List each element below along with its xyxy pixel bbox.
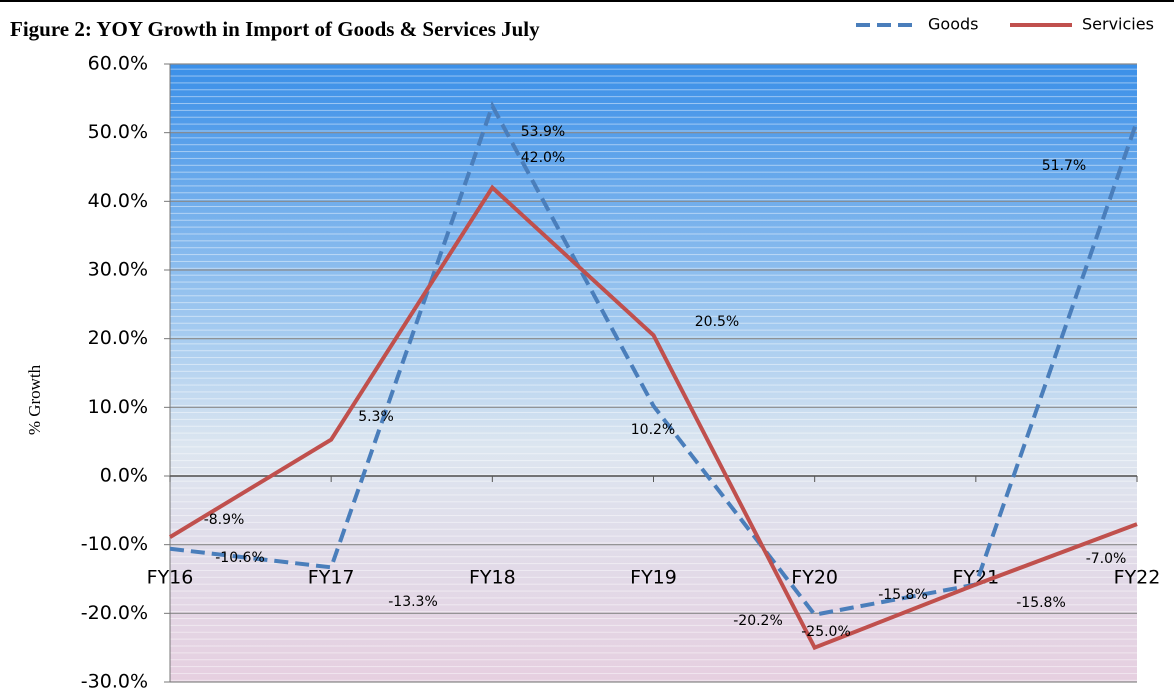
data-label: -7.0% <box>1086 551 1127 567</box>
data-label: -10.6% <box>215 550 265 566</box>
data-label: -25.0% <box>801 624 851 640</box>
y-axis-label: % Growth <box>25 364 44 435</box>
x-tick-label: FY16 <box>147 567 194 589</box>
y-tick-label: -20.0% <box>81 602 148 624</box>
x-tick-label: FY20 <box>791 567 838 589</box>
legend-label: Goods <box>928 15 978 34</box>
series-line <box>168 184 1138 651</box>
data-label: 20.5% <box>695 314 739 330</box>
data-label: -8.9% <box>204 512 245 528</box>
y-tick-label: 30.0% <box>88 259 148 281</box>
minor-grid <box>170 64 1137 682</box>
data-label: 53.9% <box>521 124 565 140</box>
y-tick-label: -30.0% <box>81 671 148 693</box>
y-tick-label: 20.0% <box>88 327 148 349</box>
data-label: 42.0% <box>521 150 565 166</box>
data-label: -15.8% <box>1016 595 1066 611</box>
y-tick-label: 0.0% <box>100 465 148 487</box>
x-tick-label: FY21 <box>952 567 999 589</box>
data-label: -20.2% <box>733 613 783 629</box>
y-tick-label: -10.0% <box>81 533 148 555</box>
y-tick-label: 50.0% <box>88 121 148 143</box>
data-label: 10.2% <box>631 422 675 438</box>
y-tick-label: 10.0% <box>88 396 148 418</box>
data-label: 51.7% <box>1042 158 1086 174</box>
data-label: 5.3% <box>358 409 394 425</box>
x-tick-label: FY19 <box>630 567 677 589</box>
x-tick-label: FY18 <box>469 567 516 589</box>
chart-title: Figure 2: YOY Growth in Import of Goods … <box>10 17 540 41</box>
data-label: -15.8% <box>878 587 928 603</box>
y-tick-label: 40.0% <box>88 190 148 212</box>
legend-label: Servicies <box>1082 15 1154 34</box>
data-label: -13.3% <box>388 594 438 610</box>
x-tick-label: FY22 <box>1114 567 1161 589</box>
y-tick-label: 60.0% <box>88 53 148 75</box>
x-tick-label: FY17 <box>308 567 355 589</box>
